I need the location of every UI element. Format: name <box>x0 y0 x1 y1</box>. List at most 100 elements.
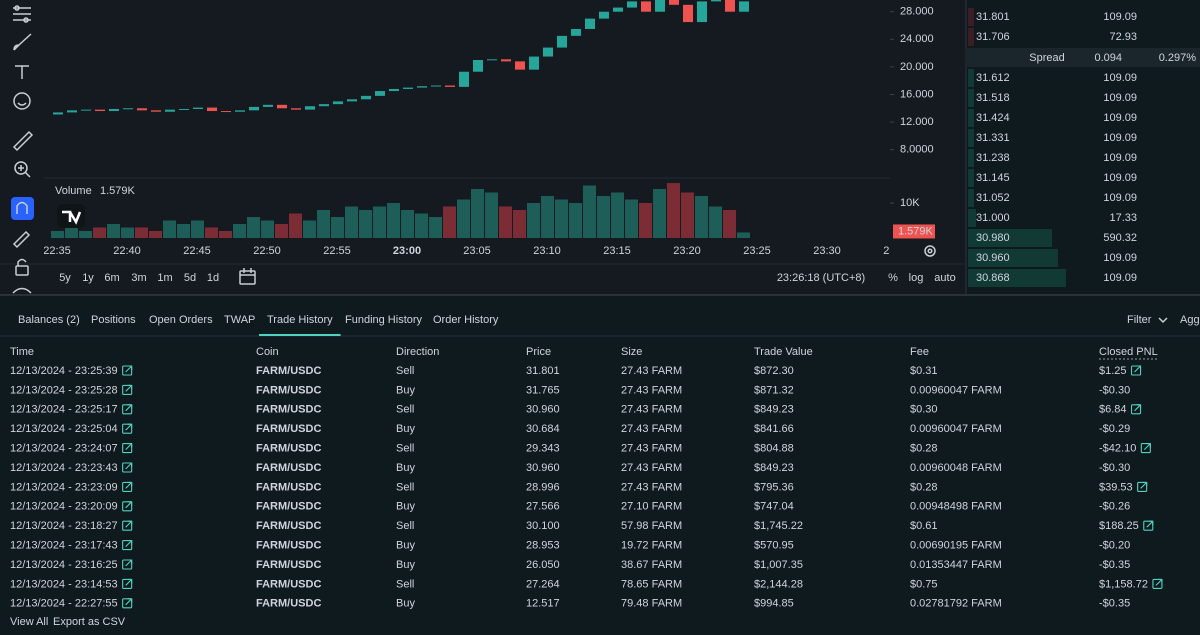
coin[interactable]: FARM/USDC <box>256 384 321 396</box>
external-link-arrow[interactable] <box>125 404 133 412</box>
bid-size: 109.09 <box>1103 72 1137 84</box>
settings-gear[interactable] <box>924 245 936 257</box>
scale-button[interactable]: % <box>888 272 898 284</box>
candle-body <box>109 108 119 112</box>
icon-ruler[interactable] <box>12 130 34 152</box>
external-link-arrow[interactable] <box>125 384 133 392</box>
icon-zoom[interactable] <box>14 161 31 178</box>
external-link-icon[interactable] <box>1140 443 1151 454</box>
external-link-arrow[interactable] <box>125 540 133 547</box>
bid-price: 31.331 <box>976 132 1010 144</box>
external-link-arrow[interactable] <box>125 423 133 431</box>
external-link-arrow[interactable] <box>1143 443 1151 450</box>
icon-emoji[interactable] <box>13 92 31 110</box>
external-link-icon[interactable] <box>122 540 133 551</box>
external-link-icon[interactable] <box>122 559 133 570</box>
external-link-icon[interactable] <box>122 404 133 415</box>
tab[interactable]: Funding History <box>345 314 423 326</box>
external-link-arrow[interactable] <box>1155 578 1163 586</box>
external-link-icon[interactable] <box>1143 520 1154 531</box>
coin[interactable]: FARM/USDC <box>256 559 321 571</box>
volume-bar <box>107 224 120 238</box>
external-link-icon[interactable] <box>122 501 133 512</box>
icon-indicators[interactable] <box>13 5 31 23</box>
coin[interactable]: FARM/USDC <box>256 598 321 610</box>
coin[interactable]: FARM/USDC <box>256 443 321 455</box>
coin[interactable]: FARM/USDC <box>256 540 321 552</box>
export-csv-link[interactable]: Export as CSV <box>53 616 126 628</box>
external-link-arrow[interactable] <box>125 520 133 528</box>
coin[interactable]: FARM/USDC <box>256 462 321 474</box>
ask-price: 31.706 <box>976 31 1010 43</box>
direction: Sell <box>396 404 414 416</box>
magnet-active[interactable] <box>11 197 34 220</box>
external-link-icon[interactable] <box>122 598 133 609</box>
external-link-arrow[interactable] <box>125 559 133 567</box>
price: 30.960 <box>526 404 560 416</box>
external-link-arrow[interactable] <box>125 462 133 470</box>
external-link-arrow[interactable] <box>1146 520 1154 528</box>
external-link-icon[interactable] <box>1137 481 1148 492</box>
scale-button[interactable]: log <box>909 272 924 284</box>
external-link-arrow[interactable] <box>1134 404 1142 412</box>
price-chart: Volume 1.579K 22:35 22:40 22:45 22:50 22:55 23:… <box>44 0 890 257</box>
external-link-icon[interactable] <box>122 578 133 589</box>
external-link-arrow[interactable] <box>125 598 133 606</box>
tab[interactable]: Positions <box>91 314 136 326</box>
scale-button[interactable]: auto <box>934 272 955 284</box>
coin[interactable]: FARM/USDC <box>256 423 321 435</box>
size: 27.43 FARM <box>621 443 682 455</box>
icon-goto-date[interactable] <box>239 268 256 285</box>
external-link-arrow[interactable] <box>1134 365 1142 373</box>
external-link-arrow[interactable] <box>125 578 133 586</box>
coin[interactable]: FARM/USDC <box>256 520 321 532</box>
tab[interactable]: Trade History <box>267 314 333 326</box>
size: 38.67 FARM <box>621 559 682 571</box>
icon-eye[interactable] <box>12 287 32 294</box>
candle-body <box>487 59 497 61</box>
tab[interactable]: Balances (2) <box>18 314 80 326</box>
aggregate-toggle[interactable]: Aggr <box>1180 314 1200 326</box>
external-link-arrow[interactable] <box>125 481 133 489</box>
bottom-bar: 5y 1y 6m 3m 1m 5d 1d 23:26:18 (UTC+8)% log auto <box>59 272 956 284</box>
timeframe-button[interactable]: 5y <box>59 272 71 284</box>
tab[interactable]: Open Orders <box>149 314 213 326</box>
timeframe-button[interactable]: 6m <box>104 272 119 284</box>
closed-pnl: -$0.29 <box>1099 423 1130 435</box>
icon-lock[interactable] <box>15 258 29 276</box>
filter-button[interactable]: Filter <box>1127 314 1152 326</box>
external-link-icon[interactable] <box>122 462 133 473</box>
external-link-icon[interactable] <box>1130 365 1142 376</box>
external-link-arrow[interactable] <box>125 501 133 509</box>
external-link-icon[interactable] <box>122 384 133 395</box>
external-link-icon[interactable] <box>122 423 133 434</box>
icon-text[interactable] <box>15 65 29 79</box>
view-all-link[interactable]: View All <box>10 616 48 628</box>
volume-bar <box>653 189 666 238</box>
external-link-icon[interactable] <box>1152 578 1163 589</box>
external-link-arrow[interactable] <box>125 365 133 373</box>
icon-brush[interactable] <box>13 33 32 51</box>
external-link-arrow[interactable] <box>1140 481 1148 489</box>
closed-pnl: -$0.35 <box>1099 598 1130 610</box>
external-link-icon[interactable] <box>122 481 133 492</box>
coin[interactable]: FARM/USDC <box>256 481 321 493</box>
timeframe-button[interactable]: 5d <box>184 272 196 284</box>
external-link-arrow[interactable] <box>125 443 133 450</box>
coin[interactable]: FARM/USDC <box>256 365 321 377</box>
external-link-icon[interactable] <box>1130 404 1142 415</box>
timeframe-button[interactable]: 3m <box>131 272 146 284</box>
external-link-icon[interactable] <box>122 520 133 531</box>
coin[interactable]: FARM/USDC <box>256 501 321 513</box>
tab[interactable]: Order History <box>433 314 499 326</box>
coin[interactable]: FARM/USDC <box>256 578 321 590</box>
external-link-icon[interactable] <box>122 443 133 454</box>
tab[interactable]: TWAP <box>224 314 255 326</box>
timeframe-button[interactable]: 1m <box>157 272 172 284</box>
timeframe-button[interactable]: 1d <box>207 272 219 284</box>
closed-pnl: -$0.30 <box>1099 384 1130 396</box>
external-link-icon[interactable] <box>122 365 133 376</box>
coin[interactable]: FARM/USDC <box>256 404 321 416</box>
icon-pencil-lock[interactable] <box>12 230 31 249</box>
timeframe-button[interactable]: 1y <box>82 272 94 284</box>
